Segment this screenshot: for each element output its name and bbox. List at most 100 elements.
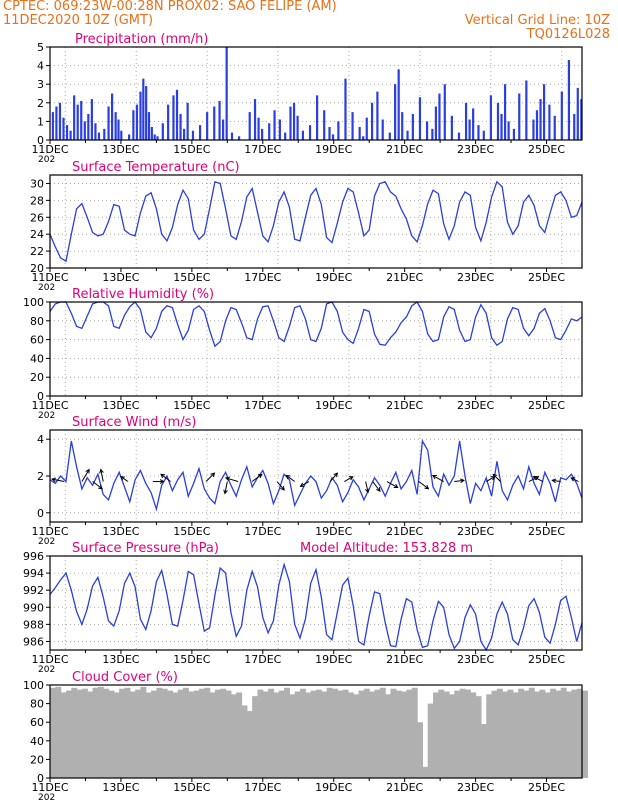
- x-tick-label: 19DEC: [315, 525, 352, 538]
- precip-bar: [65, 125, 69, 140]
- x-tick-label: 23DEC: [457, 271, 494, 284]
- y-tick-label: 80: [30, 315, 44, 328]
- cloud-bar: [550, 688, 556, 778]
- precip-bar: [150, 126, 153, 140]
- cloud-bar: [438, 689, 445, 778]
- cloud-bar: [214, 689, 221, 778]
- precip-bar: [351, 112, 354, 140]
- wind-arrow-head: [210, 472, 216, 478]
- precip-bar: [248, 112, 251, 140]
- cloud-bar: [406, 689, 413, 778]
- precip-bar: [496, 102, 500, 140]
- precip-bar: [468, 119, 471, 140]
- precip-bar: [331, 134, 335, 140]
- cloud-bar: [571, 689, 578, 778]
- cloud-bar: [454, 690, 461, 778]
- wind-arrow: [492, 473, 501, 482]
- precip-bar: [500, 113, 503, 140]
- wind-arrow-head: [492, 473, 498, 479]
- panel-title-3: Surface Wind (m/s): [72, 415, 196, 430]
- panel-title-1: Surface Temperature (nC): [72, 160, 240, 175]
- precip-bar: [535, 110, 539, 140]
- precip-bar: [58, 102, 62, 140]
- cloud-bar: [119, 688, 126, 778]
- panel-frame-1: [49, 174, 583, 269]
- y-tick-label: 986: [23, 635, 44, 648]
- y-tick-label: 40: [30, 735, 44, 748]
- cloud-bar: [480, 724, 487, 778]
- header-line-1: CPTEC: 069:23W-00:28N PROX02: SAO FELIPE…: [3, 0, 337, 14]
- wind-arrow: [286, 475, 296, 482]
- precip-bar: [328, 126, 331, 140]
- x-tick-label: 19DEC: [315, 271, 352, 284]
- precip-bar: [443, 84, 446, 140]
- x-tick-label: 19DEC: [315, 653, 352, 666]
- wind-arrow: [329, 472, 338, 482]
- y-tick-label: 4: [37, 433, 44, 446]
- cloud-bar: [401, 691, 408, 778]
- cloud-bar: [289, 694, 296, 778]
- wind-arrow-head: [348, 476, 354, 481]
- cloud-bar: [236, 692, 243, 778]
- precip-bar: [55, 106, 58, 140]
- cloud-bar: [369, 691, 376, 778]
- precip-bar: [450, 115, 453, 140]
- precip-bar: [507, 121, 510, 140]
- y-tick-label: 20: [30, 371, 44, 384]
- precip-bar: [191, 130, 195, 140]
- header-model-id: TQ0126L028: [526, 27, 610, 42]
- cloud-bar: [534, 691, 541, 778]
- cloud-bar: [363, 688, 370, 778]
- cloud-bar: [172, 692, 179, 778]
- y-tick-label: 992: [23, 584, 44, 597]
- cloud-bar: [188, 691, 195, 778]
- precip-bar: [411, 113, 414, 140]
- precip-bar: [142, 78, 145, 140]
- precip-bar: [418, 97, 422, 140]
- precip-bar: [397, 69, 400, 140]
- cloud-bar: [246, 711, 253, 778]
- x-tick-label: 15DEC: [173, 143, 210, 156]
- precip-bar: [213, 106, 216, 140]
- precip-bar: [425, 121, 429, 140]
- cloud-bar: [124, 687, 131, 778]
- wind-arrow: [224, 481, 228, 494]
- cloud-bar: [427, 703, 434, 778]
- cloud-bar: [528, 687, 535, 778]
- cloud-bar: [55, 686, 62, 778]
- cloud-bar: [204, 687, 211, 778]
- x-tick-label: 13DEC: [102, 781, 139, 794]
- series-line-3: [49, 438, 583, 512]
- precip-bar: [401, 112, 404, 140]
- x-year-label: 202: [38, 665, 55, 675]
- x-year-label: 202: [38, 283, 55, 293]
- x-tick-label: 13DEC: [102, 143, 139, 156]
- precip-bar: [394, 84, 397, 140]
- precip-bar: [167, 104, 170, 140]
- x-tick-label: 13DEC: [102, 271, 139, 284]
- precip-bar: [406, 130, 409, 140]
- wind-arrow: [120, 476, 129, 482]
- x-tick-label: 25DEC: [528, 525, 565, 538]
- cloud-bar: [81, 688, 88, 778]
- y-tick-label: 0: [37, 772, 44, 785]
- y-tick-label: 0: [37, 390, 44, 403]
- cloud-bar: [523, 690, 530, 778]
- wind-arrow-head: [223, 489, 228, 495]
- wind-arrow-head: [431, 475, 437, 480]
- wind-arrow: [160, 473, 171, 482]
- x-tick-label: 11DEC: [31, 781, 68, 794]
- y-tick-label: 988: [23, 618, 44, 631]
- panel-title-5: Cloud Cover (%): [72, 670, 178, 685]
- x-tick-label: 23DEC: [457, 525, 494, 538]
- wind-arrow-head: [224, 476, 230, 482]
- x-tick-label: 25DEC: [528, 271, 565, 284]
- wind-arrow: [52, 478, 65, 483]
- x-year-label: 202: [38, 155, 55, 165]
- precip-bar: [198, 125, 202, 140]
- wind-arrow: [432, 475, 444, 482]
- precip-bar: [225, 47, 228, 140]
- precip-bar: [73, 95, 76, 140]
- cloud-bar: [555, 690, 562, 778]
